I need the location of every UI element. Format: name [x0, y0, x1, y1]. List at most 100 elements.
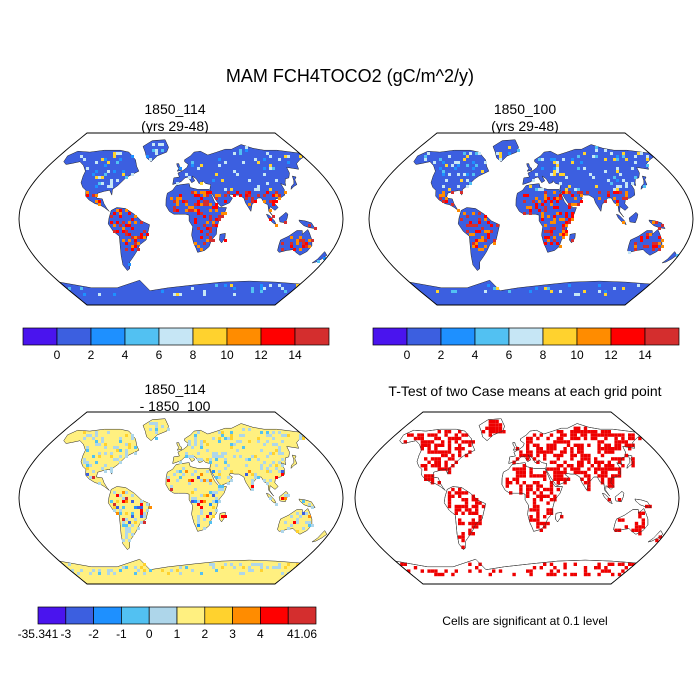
grid-cell: [638, 532, 642, 536]
grid-cell: [592, 155, 595, 158]
grid-cell: [131, 434, 134, 437]
grid-cell: [586, 191, 589, 194]
grid-cell: [536, 484, 540, 488]
grid-cell: [197, 167, 200, 170]
grid-cell: [212, 206, 215, 209]
grid-cell: [314, 227, 317, 230]
grid-cell: [287, 434, 290, 437]
grid-cell: [546, 511, 550, 515]
grid-cell: [439, 167, 442, 170]
grid-cell: [536, 518, 540, 522]
grid-cell: [287, 161, 290, 164]
grid-cell: [624, 525, 628, 529]
grid-cell: [447, 436, 452, 441]
grid-cell: [577, 293, 580, 296]
grid-cell: [451, 494, 455, 498]
grid-cell: [625, 197, 628, 200]
grid-cell: [478, 562, 482, 566]
grid-cell: [131, 500, 134, 503]
grid-cell: [104, 470, 107, 473]
grid-cell: [272, 203, 275, 206]
colorbar-swatch: [287, 606, 317, 625]
grid-cell: [544, 242, 547, 245]
grid-cell: [550, 173, 553, 176]
grid-cell: [515, 457, 520, 461]
grid-cell: [200, 230, 203, 233]
grid-cell: [468, 508, 472, 512]
grid-cell: [146, 155, 149, 158]
grid-cell: [471, 525, 475, 529]
grid-cell: [536, 494, 540, 498]
grid-cell: [652, 242, 655, 245]
grid-cell: [458, 436, 462, 441]
grid-cell: [607, 477, 611, 481]
colorbar-tick-label: -3: [60, 627, 71, 641]
grid-cell: [233, 293, 236, 296]
grid-cell: [565, 188, 568, 191]
grid-cell: [212, 455, 215, 458]
colorbar-tick-label: 10: [570, 348, 584, 362]
grid-cell: [468, 511, 472, 515]
grid-cell: [454, 447, 458, 451]
grid-cell: [122, 497, 125, 500]
grid-cell: [155, 431, 158, 434]
grid-cell: [536, 447, 540, 451]
grid-cell: [454, 511, 458, 515]
grid-cell: [550, 200, 553, 203]
grid-cell: [526, 484, 530, 488]
grid-cell: [212, 452, 215, 455]
grid-cell: [302, 500, 305, 503]
coastline-uk: [512, 442, 519, 451]
grid-cell: [563, 481, 567, 485]
grid-cell: [587, 430, 591, 434]
grid-cell: [454, 504, 458, 509]
grid-cell: [458, 518, 462, 522]
grid-cell: [574, 197, 577, 200]
grid-cell: [266, 152, 269, 155]
grid-cell: [272, 461, 275, 464]
grid-cell: [424, 467, 428, 471]
grid-cell: [461, 433, 465, 437]
grid-cell: [515, 447, 520, 451]
grid-cell: [559, 233, 562, 236]
grid-cell: [119, 509, 122, 512]
grid-cell: [442, 161, 445, 164]
grid-cell: [444, 464, 448, 468]
grid-cell: [543, 515, 547, 519]
grid-cell: [194, 443, 197, 446]
grid-cell: [227, 464, 230, 467]
grid-cell: [631, 457, 635, 461]
grid-cell: [583, 457, 588, 461]
grid-cell: [140, 506, 143, 509]
grid-cell: [640, 239, 643, 242]
grid-cell: [535, 173, 538, 176]
grid-cell: [269, 200, 272, 203]
grid-cell: [134, 215, 137, 218]
grid-cell: [125, 527, 128, 530]
grid-cell: [646, 164, 649, 167]
grid-cell: [248, 194, 251, 197]
grid-cell: [495, 426, 499, 430]
grid-cell: [553, 158, 556, 161]
grid-cell: [281, 242, 284, 245]
grid-cell: [176, 569, 179, 572]
grid-cell: [493, 287, 496, 290]
grid-cell: [466, 224, 469, 227]
grid-cell: [420, 440, 424, 444]
grid-cell: [631, 562, 635, 566]
grid-cell: [296, 518, 299, 521]
colorbar-swatch: [90, 327, 126, 346]
grid-cell: [563, 450, 567, 454]
grid-cell: [587, 443, 591, 447]
grid-cell: [519, 450, 523, 454]
grid-cell: [224, 452, 227, 455]
grid-cell: [523, 212, 526, 215]
grid-cell: [464, 508, 469, 512]
grid-cell: [113, 212, 116, 215]
grid-cell: [110, 215, 113, 218]
grid-cell: [600, 460, 605, 464]
grid-cell: [445, 179, 448, 182]
colorbar-swatch: [542, 327, 578, 346]
grid-cell: [543, 487, 547, 492]
grid-cell: [613, 176, 616, 179]
